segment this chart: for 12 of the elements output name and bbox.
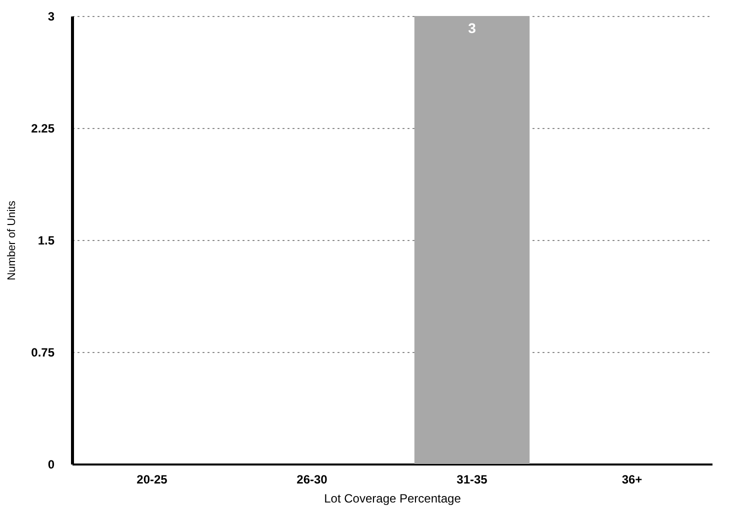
data-label: 3: [468, 20, 476, 36]
y-tick-label: 2.25: [31, 122, 55, 136]
y-tick-label: 3: [48, 10, 55, 24]
x-tick-label: 36+: [622, 472, 642, 486]
x-tick-label: 26-30: [296, 472, 328, 486]
y-axis-title: Number of Units: [6, 200, 18, 280]
x-axis-title: Lot Coverage Percentage: [324, 492, 462, 506]
y-tick-label: 0.75: [31, 346, 55, 360]
x-tick-label: 20-25: [136, 472, 168, 486]
y-tick-label: 0: [48, 458, 55, 472]
x-tick-label: 31-35: [456, 472, 488, 486]
y-tick-label: 1.5: [38, 234, 55, 248]
